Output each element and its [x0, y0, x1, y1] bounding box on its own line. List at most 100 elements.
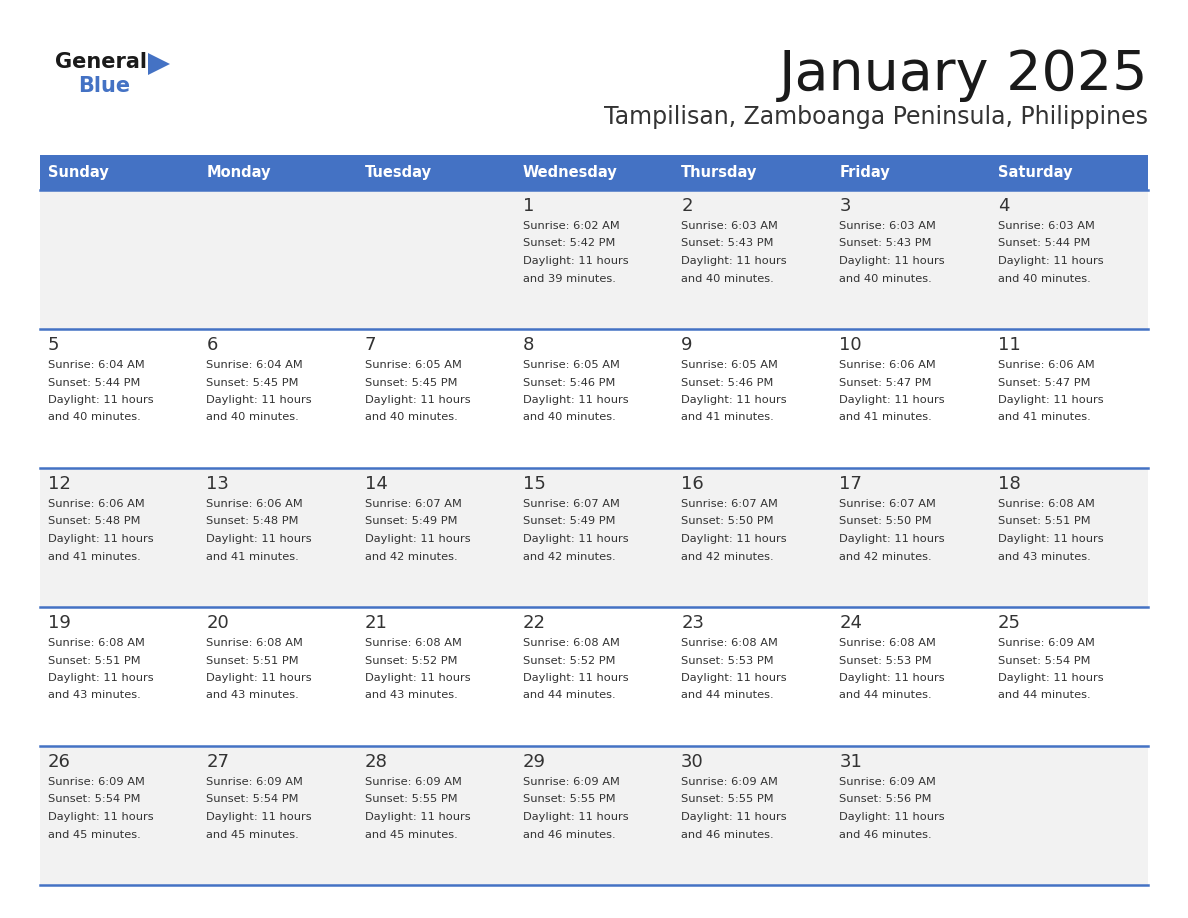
Text: 31: 31 [840, 753, 862, 771]
Text: and 44 minutes.: and 44 minutes. [840, 690, 933, 700]
Text: Sunset: 5:50 PM: Sunset: 5:50 PM [681, 517, 773, 527]
Text: Daylight: 11 hours: Daylight: 11 hours [681, 812, 786, 822]
Text: Sunrise: 6:09 AM: Sunrise: 6:09 AM [48, 777, 145, 787]
Text: and 40 minutes.: and 40 minutes. [207, 412, 299, 422]
Text: Sunrise: 6:08 AM: Sunrise: 6:08 AM [998, 499, 1094, 509]
Text: and 45 minutes.: and 45 minutes. [207, 830, 299, 839]
Bar [40, 746, 1148, 885]
Text: 16: 16 [681, 475, 704, 493]
Text: Daylight: 11 hours: Daylight: 11 hours [48, 673, 153, 683]
Text: Sunrise: 6:07 AM: Sunrise: 6:07 AM [365, 499, 461, 509]
Text: and 46 minutes.: and 46 minutes. [681, 830, 773, 839]
Text: and 40 minutes.: and 40 minutes. [998, 274, 1091, 284]
Text: Thursday: Thursday [681, 165, 758, 180]
Text: Sunrise: 6:07 AM: Sunrise: 6:07 AM [681, 499, 778, 509]
Text: and 45 minutes.: and 45 minutes. [48, 830, 140, 839]
Text: Sunset: 5:44 PM: Sunset: 5:44 PM [998, 239, 1091, 249]
Text: 22: 22 [523, 614, 545, 632]
Text: Sunset: 5:46 PM: Sunset: 5:46 PM [523, 377, 615, 387]
Text: Daylight: 11 hours: Daylight: 11 hours [681, 395, 786, 405]
Bar [674, 155, 832, 190]
Bar [40, 468, 1148, 607]
Text: and 43 minutes.: and 43 minutes. [998, 552, 1091, 562]
Text: Daylight: 11 hours: Daylight: 11 hours [365, 395, 470, 405]
Text: Daylight: 11 hours: Daylight: 11 hours [523, 673, 628, 683]
Bar [514, 155, 674, 190]
Text: Daylight: 11 hours: Daylight: 11 hours [523, 812, 628, 822]
Text: 7: 7 [365, 336, 377, 354]
Text: and 43 minutes.: and 43 minutes. [48, 690, 140, 700]
Bar [356, 155, 514, 190]
Text: 18: 18 [998, 475, 1020, 493]
Bar [198, 155, 356, 190]
Text: and 44 minutes.: and 44 minutes. [681, 690, 773, 700]
Text: Sunset: 5:55 PM: Sunset: 5:55 PM [681, 794, 773, 804]
Bar [990, 155, 1148, 190]
Text: Sunset: 5:55 PM: Sunset: 5:55 PM [365, 794, 457, 804]
Text: Sunrise: 6:09 AM: Sunrise: 6:09 AM [840, 777, 936, 787]
Text: Sunset: 5:51 PM: Sunset: 5:51 PM [207, 655, 299, 666]
Text: Daylight: 11 hours: Daylight: 11 hours [681, 534, 786, 544]
Text: 27: 27 [207, 753, 229, 771]
Text: Sunset: 5:45 PM: Sunset: 5:45 PM [207, 377, 299, 387]
Text: Sunset: 5:55 PM: Sunset: 5:55 PM [523, 794, 615, 804]
Text: and 41 minutes.: and 41 minutes. [840, 412, 933, 422]
Text: 20: 20 [207, 614, 229, 632]
Text: Sunset: 5:48 PM: Sunset: 5:48 PM [207, 517, 299, 527]
Text: Daylight: 11 hours: Daylight: 11 hours [523, 256, 628, 266]
Text: Daylight: 11 hours: Daylight: 11 hours [840, 395, 944, 405]
Text: 23: 23 [681, 614, 704, 632]
Text: and 43 minutes.: and 43 minutes. [365, 690, 457, 700]
Text: Sunset: 5:42 PM: Sunset: 5:42 PM [523, 239, 615, 249]
Bar [40, 190, 1148, 329]
Text: and 46 minutes.: and 46 minutes. [523, 830, 615, 839]
Text: Sunrise: 6:07 AM: Sunrise: 6:07 AM [523, 499, 620, 509]
Text: 10: 10 [840, 336, 862, 354]
Text: Friday: Friday [840, 165, 890, 180]
Text: Daylight: 11 hours: Daylight: 11 hours [840, 256, 944, 266]
Text: 24: 24 [840, 614, 862, 632]
Text: Sunset: 5:53 PM: Sunset: 5:53 PM [840, 655, 933, 666]
Text: Wednesday: Wednesday [523, 165, 618, 180]
Text: Tuesday: Tuesday [365, 165, 431, 180]
Text: 17: 17 [840, 475, 862, 493]
Text: Daylight: 11 hours: Daylight: 11 hours [48, 395, 153, 405]
Text: Daylight: 11 hours: Daylight: 11 hours [207, 812, 312, 822]
Text: Sunrise: 6:05 AM: Sunrise: 6:05 AM [523, 360, 620, 370]
Text: Sunset: 5:48 PM: Sunset: 5:48 PM [48, 517, 140, 527]
Text: Sunrise: 6:03 AM: Sunrise: 6:03 AM [681, 221, 778, 231]
Text: Sunrise: 6:08 AM: Sunrise: 6:08 AM [365, 638, 461, 648]
Text: 26: 26 [48, 753, 71, 771]
Text: 6: 6 [207, 336, 217, 354]
Text: Sunrise: 6:03 AM: Sunrise: 6:03 AM [840, 221, 936, 231]
Text: Sunrise: 6:06 AM: Sunrise: 6:06 AM [207, 499, 303, 509]
Text: Sunset: 5:52 PM: Sunset: 5:52 PM [523, 655, 615, 666]
Text: 9: 9 [681, 336, 693, 354]
Text: Daylight: 11 hours: Daylight: 11 hours [207, 395, 312, 405]
Text: Blue: Blue [78, 76, 131, 96]
Text: Sunrise: 6:06 AM: Sunrise: 6:06 AM [48, 499, 145, 509]
Text: and 41 minutes.: and 41 minutes. [48, 552, 140, 562]
Text: January 2025: January 2025 [778, 48, 1148, 102]
Text: Sunset: 5:53 PM: Sunset: 5:53 PM [681, 655, 773, 666]
Bar [40, 329, 1148, 468]
Text: Sunrise: 6:09 AM: Sunrise: 6:09 AM [998, 638, 1094, 648]
Text: General: General [55, 52, 147, 72]
Text: and 44 minutes.: and 44 minutes. [523, 690, 615, 700]
Text: Daylight: 11 hours: Daylight: 11 hours [681, 256, 786, 266]
Text: Daylight: 11 hours: Daylight: 11 hours [365, 673, 470, 683]
Text: Sunrise: 6:07 AM: Sunrise: 6:07 AM [840, 499, 936, 509]
Text: Sunset: 5:44 PM: Sunset: 5:44 PM [48, 377, 140, 387]
Text: 21: 21 [365, 614, 387, 632]
Text: and 44 minutes.: and 44 minutes. [998, 690, 1091, 700]
Text: 5: 5 [48, 336, 59, 354]
Text: Sunset: 5:51 PM: Sunset: 5:51 PM [48, 655, 140, 666]
Text: Daylight: 11 hours: Daylight: 11 hours [998, 673, 1104, 683]
Text: 29: 29 [523, 753, 545, 771]
Text: 4: 4 [998, 197, 1010, 215]
Text: 28: 28 [365, 753, 387, 771]
Text: 30: 30 [681, 753, 704, 771]
Text: 19: 19 [48, 614, 71, 632]
Text: and 40 minutes.: and 40 minutes. [48, 412, 140, 422]
Text: Daylight: 11 hours: Daylight: 11 hours [998, 395, 1104, 405]
